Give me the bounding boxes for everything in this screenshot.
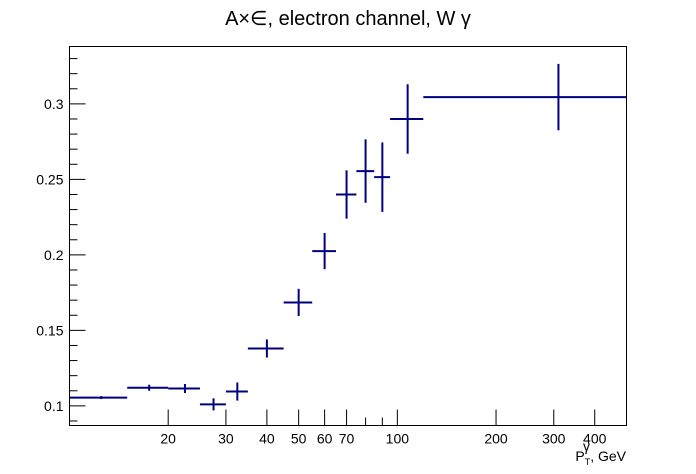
y-axis: 0.1 0.15 0.2 0.25 0.3 xyxy=(36,58,86,422)
data-point xyxy=(423,63,627,131)
data-point xyxy=(127,384,169,391)
x-tick-label: 400 xyxy=(583,431,607,447)
data-point xyxy=(312,232,337,270)
x-tick-label: 40 xyxy=(259,431,275,447)
data-point xyxy=(247,339,284,358)
x-tick-label: 200 xyxy=(484,431,508,447)
x-axis-title: PT, GeV xyxy=(575,448,626,467)
data-point xyxy=(283,288,313,317)
y-tick-label: 0.1 xyxy=(44,398,64,414)
x-axis: 20 30 40 50 60 70 100 200 300 400 xyxy=(160,409,627,447)
data-point xyxy=(356,139,375,203)
data-point xyxy=(374,142,391,212)
data-series xyxy=(69,63,627,411)
data-point xyxy=(168,383,200,394)
y-tick-label: 0.25 xyxy=(36,171,63,187)
x-axis-title-sub: T xyxy=(585,457,591,467)
x-tick-label: 50 xyxy=(291,431,307,447)
x-tick-label: 100 xyxy=(386,431,410,447)
x-tick-label: 20 xyxy=(160,431,176,447)
x-axis-title-sup: γ xyxy=(583,438,590,454)
x-axis-title-rest: , GeV xyxy=(590,448,626,464)
x-tick-label: 70 xyxy=(339,431,355,447)
x-axis-title-main: P xyxy=(575,448,584,464)
data-point xyxy=(225,382,248,401)
data-point xyxy=(69,396,128,400)
y-tick-label: 0.3 xyxy=(44,96,64,112)
plot-frame xyxy=(69,46,627,426)
data-point xyxy=(336,170,357,219)
y-tick-label: 0.2 xyxy=(44,247,64,263)
data-point xyxy=(199,398,226,411)
y-tick-label: 0.15 xyxy=(36,322,63,338)
chart-title: A×∈, electron channel, W γ xyxy=(225,8,471,30)
x-tick-label: 30 xyxy=(218,431,234,447)
x-tick-label: 60 xyxy=(317,431,333,447)
x-tick-label: 300 xyxy=(542,431,566,447)
data-point xyxy=(390,84,424,154)
